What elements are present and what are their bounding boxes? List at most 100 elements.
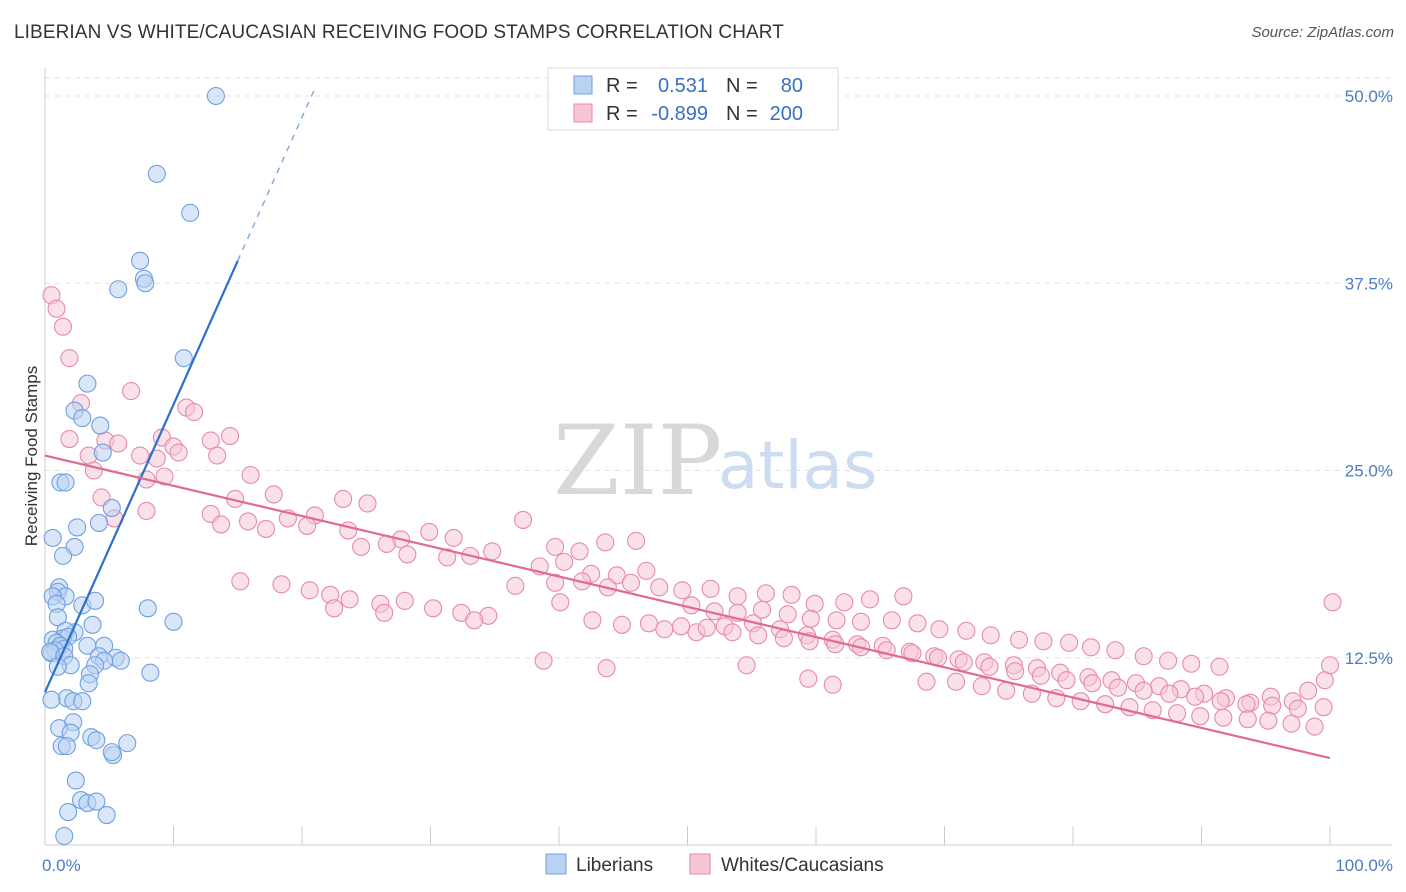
white-point-84 bbox=[957, 621, 976, 640]
white-point-44 bbox=[398, 545, 417, 564]
liberian-point-30 bbox=[48, 608, 67, 627]
white-point-78 bbox=[801, 609, 820, 628]
white-point-163 bbox=[1211, 692, 1230, 711]
white-point-140 bbox=[612, 615, 632, 634]
liberian-point-76 bbox=[55, 826, 74, 846]
white-point-37 bbox=[298, 516, 317, 535]
liberian-point-53 bbox=[141, 663, 160, 682]
white-point-50 bbox=[570, 542, 589, 561]
white-point-10 bbox=[201, 431, 220, 450]
white-point-148 bbox=[826, 635, 845, 654]
liberian-point-68 bbox=[102, 743, 121, 762]
y-tick-label-2: 37.5% bbox=[1345, 274, 1393, 293]
liberian-point-3 bbox=[131, 251, 150, 270]
series-label-liberians[interactable]: Liberians bbox=[576, 855, 653, 876]
white-point-183 bbox=[1282, 714, 1301, 733]
liberian-point-0 bbox=[206, 86, 225, 106]
white-point-62 bbox=[621, 573, 641, 592]
white-point-33 bbox=[358, 494, 377, 513]
white-point-3 bbox=[60, 349, 79, 368]
white-point-22 bbox=[155, 467, 174, 486]
white-point-159 bbox=[1108, 678, 1128, 697]
white-point-189 bbox=[823, 675, 842, 694]
white-point-164 bbox=[1237, 695, 1256, 714]
liberian-point-16 bbox=[89, 513, 109, 532]
white-point-34 bbox=[238, 512, 258, 531]
white-point-36 bbox=[256, 519, 276, 538]
liberian-point-5 bbox=[109, 280, 128, 299]
white-point-126 bbox=[272, 575, 291, 594]
liberian-point-15 bbox=[102, 498, 121, 518]
white-point-124 bbox=[1323, 593, 1342, 612]
white-point-143 bbox=[697, 618, 716, 637]
white-point-51 bbox=[596, 533, 615, 552]
white-point-68 bbox=[782, 585, 801, 604]
series-swatch-liberians[interactable] bbox=[545, 853, 567, 875]
legend-n-value-2: 200 bbox=[770, 103, 803, 125]
white-point-165 bbox=[1263, 696, 1282, 715]
liberian-trend-line bbox=[43, 260, 239, 693]
white-point-27 bbox=[137, 501, 156, 520]
white-point-122 bbox=[1315, 671, 1334, 690]
y-axis-label: Receiving Food Stamps bbox=[22, 366, 41, 546]
white-point-82 bbox=[908, 614, 927, 633]
white-point-123 bbox=[1320, 656, 1340, 675]
white-point-94 bbox=[1210, 657, 1229, 676]
white-point-52 bbox=[627, 531, 646, 550]
white-point-19 bbox=[147, 449, 166, 468]
white-point-80 bbox=[851, 612, 871, 631]
white-point-57 bbox=[637, 561, 656, 580]
liberian-point-11 bbox=[91, 416, 110, 435]
legend-box bbox=[547, 67, 839, 131]
white-point-179 bbox=[1191, 707, 1210, 726]
series-label-whites[interactable]: Whites/Caucasians bbox=[721, 855, 884, 876]
white-point-41 bbox=[444, 528, 463, 547]
legend-r-value-2: -0.899 bbox=[651, 103, 708, 125]
legend-r-label-2: R = bbox=[606, 103, 638, 125]
source-label[interactable]: Source: ZipAtlas.com bbox=[1251, 24, 1394, 41]
white-point-65 bbox=[701, 579, 720, 598]
series-swatch-whites[interactable] bbox=[689, 853, 711, 875]
white-point-141 bbox=[639, 614, 659, 633]
legend-r-value-1: 0.531 bbox=[658, 75, 708, 97]
white-point-66 bbox=[728, 587, 747, 606]
liberian-point-64 bbox=[87, 731, 106, 750]
white-point-47 bbox=[483, 542, 502, 561]
legend-n-label-2: N = bbox=[726, 103, 758, 125]
y-tick-label-3: 50.0% bbox=[1345, 87, 1393, 106]
watermark: ZIP atlas bbox=[553, 405, 878, 517]
white-point-1 bbox=[47, 299, 66, 318]
legend-swatch-white bbox=[573, 103, 593, 123]
white-point-153 bbox=[954, 653, 973, 672]
white-point-69 bbox=[805, 594, 824, 613]
grid-lines bbox=[45, 77, 1392, 659]
liberian-point-33 bbox=[83, 615, 102, 634]
white-point-135 bbox=[325, 599, 344, 618]
white-point-45 bbox=[438, 548, 457, 567]
white-point-125 bbox=[231, 572, 250, 591]
series-legend: Liberians Whites/Caucasians bbox=[545, 853, 884, 876]
white-point-72 bbox=[894, 587, 913, 606]
liberian-point-14 bbox=[56, 473, 75, 492]
white-point-16 bbox=[131, 446, 150, 465]
liberian-point-12 bbox=[93, 443, 112, 462]
chart-title: LIBERIAN VS WHITE/CAUCASIAN RECEIVING FO… bbox=[14, 22, 784, 43]
white-point-8 bbox=[60, 429, 79, 449]
white-point-171 bbox=[997, 681, 1016, 700]
white-point-181 bbox=[1238, 710, 1257, 729]
white-point-93 bbox=[1182, 654, 1201, 673]
white-point-157 bbox=[1057, 671, 1076, 690]
white-point-56 bbox=[607, 566, 626, 585]
white-point-91 bbox=[1134, 647, 1153, 666]
white-point-166 bbox=[1288, 699, 1307, 718]
liberian-point-10 bbox=[73, 409, 92, 428]
white-point-49 bbox=[546, 537, 565, 556]
white-point-32 bbox=[334, 489, 353, 509]
liberian-point-59 bbox=[73, 692, 92, 711]
white-point-17 bbox=[169, 443, 188, 462]
white-point-145 bbox=[749, 626, 768, 645]
white-point-58 bbox=[506, 576, 525, 595]
white-point-142 bbox=[672, 617, 691, 636]
white-point-81 bbox=[882, 611, 901, 630]
legend-r-label-1: R = bbox=[606, 75, 638, 97]
